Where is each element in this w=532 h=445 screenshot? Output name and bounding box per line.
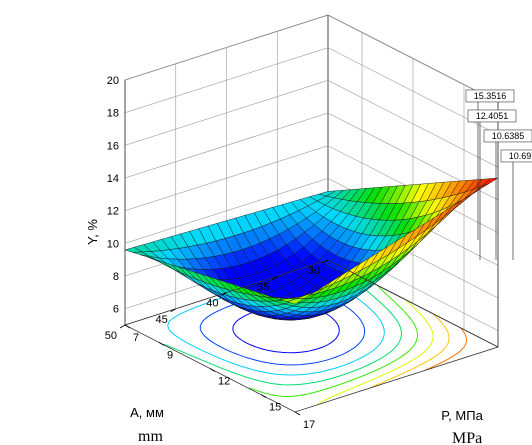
- x-tick-mark: [294, 411, 301, 416]
- peak-label-box: [465, 89, 515, 103]
- y-tick-mark: [322, 259, 329, 264]
- x-tick-label: 12: [218, 376, 230, 388]
- wall-gridline: [124, 80, 499, 168]
- floor-contours: [163, 271, 468, 406]
- peak-label: 15.3516: [474, 91, 507, 101]
- peak-value-labels: 15.3516 12.4051 10.6385 10.6978: [465, 89, 532, 260]
- y-tick-label: 45: [156, 314, 168, 326]
- peak-label-box: [483, 129, 532, 143]
- wall-gridline: [124, 14, 499, 103]
- z-tick-label: 16: [107, 140, 119, 152]
- x-tick-label: 17: [303, 419, 315, 431]
- z-tick-label: 6: [113, 304, 119, 316]
- z-tick-label: 18: [107, 108, 119, 120]
- cropped-unit-right: MPa: [452, 430, 482, 445]
- x-tick-mark: [124, 324, 131, 329]
- x-tick-label: 9: [167, 349, 173, 361]
- x-tick-mark: [209, 368, 216, 372]
- z-tick-label: 12: [107, 206, 119, 218]
- floor-frame: [123, 80, 500, 413]
- peak-label: 10.6978: [509, 151, 532, 161]
- contour-line: [316, 299, 434, 406]
- z-tick-label: 14: [107, 173, 119, 185]
- wall-gridline: [124, 47, 499, 135]
- x-tick-label: 15: [269, 402, 281, 414]
- peak-label-box: [467, 109, 517, 123]
- y-tick-label: 35: [257, 281, 269, 293]
- x-tick-label: 7: [133, 332, 139, 344]
- wall-gridline: [124, 178, 499, 266]
- x-axis-label: P, МПа: [441, 408, 483, 423]
- wall-gridline: [124, 112, 499, 201]
- tick-labels: 6 8 10 12 14 16 18 20 50 45 40 35 30 7 9 12 15 17: [105, 75, 329, 431]
- y-tick-label: 40: [206, 298, 218, 310]
- surface-patch: [286, 298, 306, 305]
- x-tick-mark: [158, 342, 165, 346]
- z-tick-label: 8: [113, 271, 119, 283]
- y-tick-label: 50: [105, 330, 117, 342]
- y-tick-mark: [119, 324, 126, 329]
- y-axis-label: A, мм: [130, 405, 164, 420]
- response-surface: [124, 177, 499, 321]
- z-tick-label: 20: [107, 75, 119, 87]
- cropped-unit-left: mm: [138, 428, 163, 445]
- peak-label: 12.4051: [476, 111, 509, 121]
- z-tick-label: 10: [107, 238, 119, 250]
- z-axis-label: Y, %: [85, 219, 100, 245]
- y-tick-mark: [272, 275, 278, 280]
- y-tick-label: 30: [308, 265, 320, 277]
- peak-label: 10.6385: [492, 131, 525, 141]
- x-tick-mark: [260, 394, 267, 398]
- y-tick-mark: [221, 292, 227, 296]
- peak-label-box: [500, 149, 532, 163]
- y-tick-mark: [170, 308, 176, 313]
